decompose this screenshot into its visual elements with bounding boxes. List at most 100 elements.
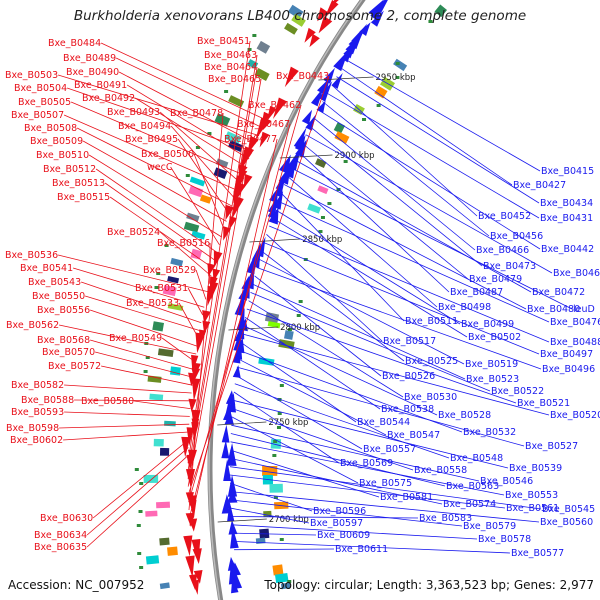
backbone-arc: [207, 0, 366, 600]
reverse-gene: [227, 474, 238, 497]
gene-label-right: Bxe_B0548: [450, 453, 503, 464]
leader-line-left: [187, 66, 258, 479]
leader-line-left: [193, 153, 225, 230]
feature-block: [167, 546, 178, 556]
gene-label-right: Bxe_B0596: [313, 506, 366, 517]
leader-line-right: [234, 383, 450, 459]
leader-line-right: [341, 67, 513, 186]
marker: [298, 300, 303, 303]
ruler-tick: [217, 421, 267, 426]
gene-label-left: wecC: [147, 162, 173, 173]
leader-line-left: [86, 455, 189, 548]
leader-line-right: [309, 126, 483, 267]
gene-label-right: Bxe_B0511: [405, 316, 458, 327]
gene-label-left: Bxe_B0510: [36, 150, 89, 161]
forward-gene: [317, 7, 329, 22]
leader-line-right: [322, 101, 490, 237]
leader-line-right: [231, 524, 478, 540]
gene-label-right: Bxe_B0609: [317, 530, 370, 541]
leader-line-left: [72, 267, 205, 308]
feature-block: [256, 40, 271, 54]
gene-label-left: Bxe_B0529: [143, 265, 196, 276]
gene-label-right: Bxe_B0558: [414, 465, 467, 476]
gene-label-right: Bxe_B0597: [310, 518, 363, 529]
leader-line-left: [89, 309, 198, 347]
gene-label-left: Bxe_B0504: [14, 83, 67, 94]
gene-label-right: Bxe_B0557: [363, 444, 416, 455]
gene-label-left: Bxe_B0467: [237, 119, 290, 130]
marker: [428, 20, 433, 23]
reverse-gene: [293, 126, 307, 149]
feature-block: [291, 13, 306, 27]
gene-label-right: Bxe_B0578: [478, 534, 531, 545]
leader-line-left: [66, 87, 253, 152]
marker: [327, 202, 332, 205]
gene-label-right: Bxe_B0498: [438, 302, 491, 313]
feature-block: [213, 167, 228, 180]
marker: [395, 76, 400, 79]
leader-line-right: [233, 391, 340, 464]
leader-line-right: [250, 292, 491, 392]
reverse-gene: [232, 365, 241, 378]
gene-label-left: Bxe_B0562: [6, 320, 59, 331]
gene-label-right: Bxe_B0553: [505, 490, 558, 501]
marker: [272, 454, 277, 457]
gene-label-right: Bxe_B0480: [527, 304, 580, 315]
reverse-gene: [331, 72, 343, 89]
leader-line-left: [58, 254, 208, 292]
forward-gene: [243, 173, 253, 189]
leader-line-left: [187, 287, 204, 316]
leader-line-right: [233, 541, 511, 554]
leader-line-right: [229, 466, 542, 510]
forward-gene: [324, 0, 339, 19]
leader-line-left: [88, 154, 222, 238]
marker: [296, 314, 301, 317]
gene-label-right: Bxe_B0442: [541, 244, 594, 255]
leader-line-right: [301, 142, 469, 280]
leader-line-right: [231, 516, 419, 519]
feature-block: [145, 510, 158, 517]
feature-block: [434, 4, 448, 18]
leader-line-right: [252, 283, 466, 380]
gene-label-left: Bxe_B0549: [109, 333, 162, 344]
gene-label-left: Bxe_B0465: [208, 74, 261, 85]
gene-label-left: Bxe_B0531: [135, 283, 188, 294]
forward-gene: [255, 117, 269, 141]
gene-label-right: Bxe_B0502: [468, 332, 521, 343]
leader-line-right: [263, 242, 540, 355]
gene-label-right: Bxe_B0538: [381, 404, 434, 415]
gene-label-left: Bxe_B0588: [21, 395, 74, 406]
gene-label-left: Bxe_B0536: [5, 250, 58, 261]
marker: [287, 328, 292, 331]
gene-label-left: Bxe_B0602: [10, 435, 63, 446]
reverse-gene: [311, 86, 325, 107]
marker: [164, 244, 169, 247]
gene-label-right: Bxe_B0476: [550, 317, 600, 328]
gene-label-left: Bxe_B0568: [37, 335, 90, 346]
leader-line-right: [230, 491, 540, 523]
leader-line-left: [161, 337, 196, 363]
forward-gene: [193, 569, 203, 584]
leader-line-right: [261, 250, 405, 362]
leader-line-left: [70, 101, 244, 175]
leader-line-right: [254, 275, 382, 377]
feature-block: [147, 375, 162, 383]
gene-label-left: Bxe_B0489: [63, 53, 116, 64]
ruler-label-0: 2950 kbp: [376, 73, 416, 83]
leader-line-left: [115, 57, 263, 129]
gene-label-right: Bxe_B0517: [383, 336, 436, 347]
forward-gene: [185, 469, 196, 488]
gene-label-left: Bxe_B0509: [30, 136, 83, 147]
gene-label-right: Bxe_B0561: [506, 503, 559, 514]
gene-label-right: Bxe_B0544: [357, 417, 410, 428]
marker: [143, 370, 148, 373]
marker: [273, 440, 278, 443]
feature-block: [170, 257, 184, 267]
feature-block: [199, 194, 212, 204]
gene-label-left: Bxe_B0582: [11, 380, 64, 391]
reverse-gene: [333, 49, 349, 72]
leader-line-left: [104, 182, 216, 261]
gene-label-left: Bxe_B0515: [57, 192, 110, 203]
gene-label-left: Bxe_B0543: [28, 277, 81, 288]
feature-block: [280, 582, 291, 590]
